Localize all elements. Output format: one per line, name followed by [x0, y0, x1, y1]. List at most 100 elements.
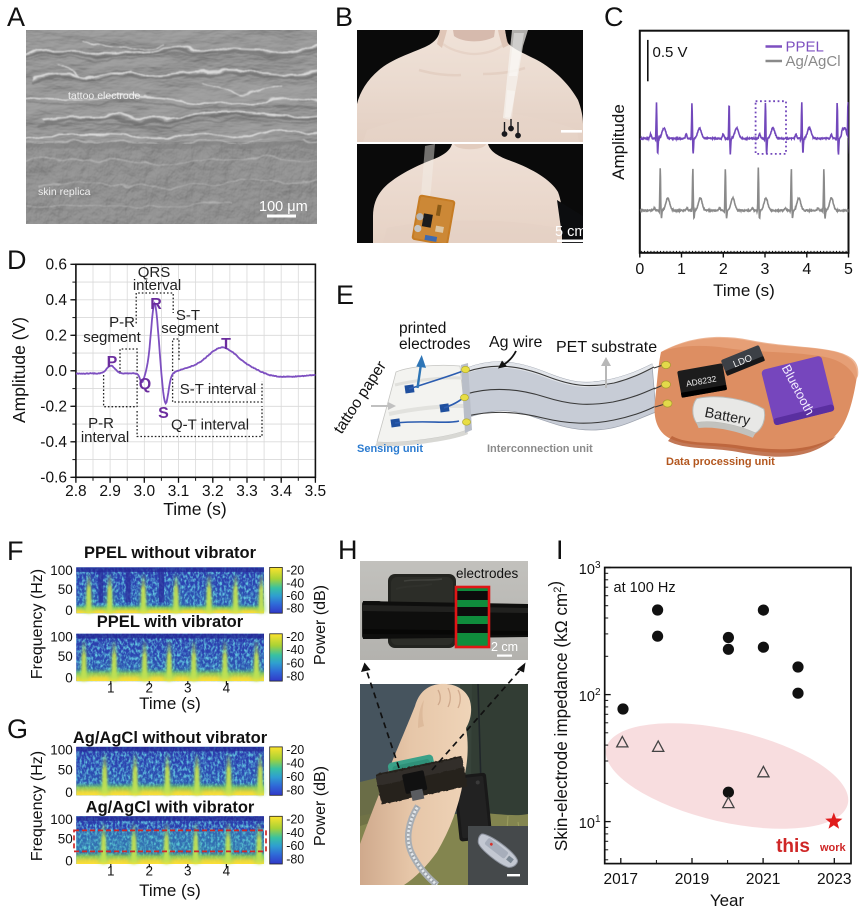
svg-text:0: 0: [65, 603, 73, 618]
svg-text:0.5 V: 0.5 V: [653, 44, 688, 61]
svg-text:Data processing unit: Data processing unit: [666, 456, 775, 468]
svg-text:1: 1: [107, 681, 115, 696]
svg-text:Amplitude: Amplitude: [609, 104, 628, 180]
svg-text:1: 1: [677, 261, 686, 278]
svg-text:tattoo electrode: tattoo electrode: [68, 90, 141, 102]
svg-text:interval: interval: [81, 429, 129, 446]
svg-text:Sensing unit: Sensing unit: [357, 443, 423, 455]
svg-text:-40: -40: [286, 757, 304, 771]
svg-text:printed: printed: [399, 320, 446, 337]
svg-text:100: 100: [50, 812, 73, 827]
svg-text:100: 100: [50, 742, 73, 757]
svg-text:2021: 2021: [746, 871, 780, 888]
svg-text:Time (s): Time (s): [139, 694, 201, 713]
svg-text:-0.6: -0.6: [40, 469, 67, 486]
svg-text:50: 50: [58, 582, 73, 597]
svg-text:50: 50: [58, 649, 73, 664]
svg-text:Q: Q: [139, 376, 151, 393]
svg-text:P-R: P-R: [88, 415, 114, 432]
svg-text:-20: -20: [286, 564, 304, 578]
svg-text:103: 103: [579, 560, 601, 578]
svg-text:-60: -60: [286, 589, 304, 603]
svg-text:4: 4: [223, 864, 231, 879]
svg-text:Ag/AgCl with vibrator: Ag/AgCl with vibrator: [86, 799, 255, 817]
svg-text:5: 5: [844, 261, 853, 278]
svg-text:QRS: QRS: [138, 264, 171, 281]
svg-text:2.8: 2.8: [65, 483, 87, 500]
svg-text:-60: -60: [286, 656, 304, 670]
svg-text:Frequency (Hz): Frequency (Hz): [29, 751, 46, 861]
svg-text:4: 4: [223, 681, 231, 696]
svg-text:Time (s): Time (s): [163, 499, 227, 519]
svg-text:-80: -80: [286, 852, 304, 866]
svg-text:Amplitude (V): Amplitude (V): [9, 317, 29, 423]
svg-text:4: 4: [802, 261, 811, 278]
svg-text:-80: -80: [286, 601, 304, 615]
svg-text:PET substrate: PET substrate: [556, 339, 657, 356]
svg-text:-80: -80: [286, 669, 304, 683]
svg-text:S: S: [158, 405, 169, 422]
svg-text:Ag/AgCl: Ag/AgCl: [786, 53, 841, 70]
svg-text:100: 100: [50, 563, 73, 578]
svg-text:work: work: [819, 842, 847, 854]
svg-text:segment: segment: [83, 329, 141, 346]
svg-text:this: this: [776, 836, 810, 857]
svg-text:-20: -20: [286, 743, 304, 757]
svg-text:-20: -20: [286, 813, 304, 827]
svg-text:0: 0: [65, 785, 73, 800]
svg-text:2019: 2019: [675, 871, 709, 888]
svg-text:0: 0: [65, 854, 73, 869]
svg-text:-40: -40: [286, 576, 304, 590]
svg-text:-60: -60: [286, 839, 304, 853]
svg-text:interval: interval: [133, 277, 181, 294]
svg-text:Ag wire: Ag wire: [489, 334, 542, 351]
svg-text:0.2: 0.2: [45, 327, 67, 344]
svg-text:101: 101: [579, 814, 601, 832]
svg-text:Ag/AgCl without vibrator: Ag/AgCl without vibrator: [73, 729, 268, 747]
svg-text:1: 1: [107, 864, 115, 879]
svg-text:0.6: 0.6: [45, 256, 67, 273]
svg-text:PPEL: PPEL: [786, 39, 824, 56]
svg-text:Q-T interval: Q-T interval: [171, 417, 249, 434]
svg-text:50: 50: [58, 763, 73, 778]
svg-text:100 μm: 100 μm: [259, 199, 308, 215]
svg-text:3.1: 3.1: [168, 483, 190, 500]
svg-text:2: 2: [719, 261, 728, 278]
svg-text:2023: 2023: [817, 871, 851, 888]
svg-text:3: 3: [184, 681, 192, 696]
svg-text:-60: -60: [286, 770, 304, 784]
svg-text:100: 100: [50, 629, 73, 644]
svg-text:tattoo paper: tattoo paper: [331, 358, 390, 437]
svg-text:electrodes: electrodes: [399, 336, 471, 353]
svg-text:0: 0: [635, 261, 644, 278]
svg-text:Frequency (Hz): Frequency (Hz): [29, 569, 46, 679]
svg-text:-80: -80: [286, 784, 304, 798]
svg-text:electrodes: electrodes: [456, 566, 519, 581]
svg-text:-20: -20: [286, 630, 304, 644]
svg-text:T: T: [221, 336, 231, 353]
svg-text:PPEL with vibrator: PPEL with vibrator: [97, 613, 244, 631]
svg-text:3.0: 3.0: [134, 483, 156, 500]
svg-text:Time (s): Time (s): [139, 881, 201, 900]
svg-text:-40: -40: [286, 643, 304, 657]
svg-text:3: 3: [761, 261, 770, 278]
svg-text:Power (dB): Power (dB): [312, 766, 329, 846]
svg-text:S-T: S-T: [176, 307, 200, 324]
svg-text:50: 50: [58, 832, 73, 847]
svg-text:R: R: [150, 296, 162, 313]
svg-text:Power (dB): Power (dB): [312, 585, 329, 665]
svg-text:0.4: 0.4: [45, 292, 67, 309]
svg-text:segment: segment: [161, 320, 219, 337]
svg-text:skin replica: skin replica: [38, 186, 91, 198]
svg-text:-0.4: -0.4: [40, 434, 67, 451]
svg-text:P: P: [107, 354, 118, 371]
svg-text:3.4: 3.4: [270, 483, 292, 500]
svg-text:-40: -40: [286, 826, 304, 840]
svg-text:2017: 2017: [604, 871, 638, 888]
svg-text:2 cm: 2 cm: [491, 640, 518, 654]
svg-text:5 cm: 5 cm: [555, 224, 583, 240]
svg-text:Time (s): Time (s): [713, 281, 775, 300]
svg-text:3.5: 3.5: [305, 483, 327, 500]
svg-text:3.2: 3.2: [202, 483, 224, 500]
svg-text:Skin-electrode impedance (kΩ c: Skin-electrode impedance (kΩ cm2): [545, 581, 571, 851]
